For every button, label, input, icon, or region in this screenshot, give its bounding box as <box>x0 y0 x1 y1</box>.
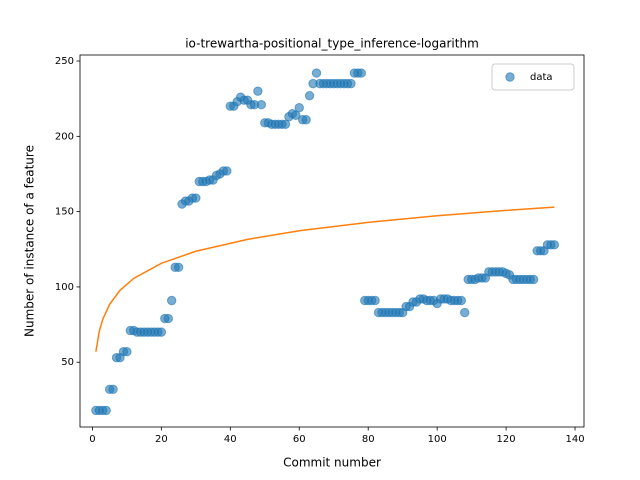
data-point <box>549 240 560 250</box>
data-point <box>294 103 304 113</box>
x-tick-label: 120 <box>497 434 516 445</box>
legend-box <box>491 63 575 91</box>
data-point <box>356 68 367 78</box>
x-tick-label: 20 <box>155 434 168 445</box>
data-point <box>456 295 466 306</box>
data-point <box>253 86 263 96</box>
x-axis-label: Commit number <box>283 456 381 470</box>
data-point <box>101 405 111 416</box>
x-tick-label: 80 <box>362 434 375 445</box>
data-point <box>173 262 184 273</box>
data-point <box>222 166 232 176</box>
x-tick-label: 40 <box>224 434 237 445</box>
data-point <box>156 327 167 337</box>
y-tick-label: 50 <box>61 357 74 368</box>
data-point <box>301 115 311 125</box>
plot-frame <box>79 54 585 428</box>
data-point <box>280 119 291 129</box>
data-point <box>108 384 118 395</box>
data-point <box>191 193 201 203</box>
data-point <box>460 307 470 318</box>
data-point <box>122 346 132 357</box>
y-tick-label: 100 <box>55 282 74 293</box>
x-tick-label: 60 <box>293 434 306 445</box>
x-tick-label: 140 <box>565 434 584 445</box>
data-point <box>163 313 173 324</box>
y-axis-label: Number of instance of a feature <box>23 145 37 337</box>
chart-title: io-trewartha-positional_type_inference-l… <box>185 37 479 51</box>
legend-marker <box>505 72 515 82</box>
x-tick-label: 100 <box>428 434 447 445</box>
data-point <box>370 295 380 306</box>
data-point <box>304 90 315 101</box>
data-point <box>166 295 177 306</box>
data-point <box>528 274 539 285</box>
legend-label: data <box>530 72 553 83</box>
y-tick-label: 150 <box>55 207 74 218</box>
data-point <box>346 78 356 89</box>
y-tick-label: 250 <box>55 56 74 67</box>
x-tick-label: 0 <box>89 434 95 445</box>
y-tick-label: 200 <box>55 131 74 142</box>
data-point <box>256 100 267 110</box>
data-point <box>291 110 301 120</box>
data-point <box>311 68 322 78</box>
fit-line <box>95 206 555 352</box>
